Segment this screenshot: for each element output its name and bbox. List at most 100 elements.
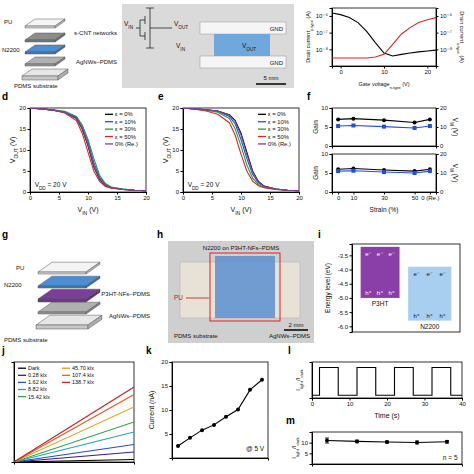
marker <box>351 117 355 121</box>
series-line <box>14 387 134 462</box>
layer-side <box>55 45 65 54</box>
legend-label: 45.70 klx <box>72 365 94 371</box>
plot-area <box>325 438 449 444</box>
tick-label: 10 <box>440 124 447 130</box>
tick-label: 20 <box>143 195 150 201</box>
carrier: e⁻ <box>365 251 372 257</box>
photo-background <box>122 4 294 88</box>
energy-diagram: -3.5-4.0-4.5-5.0-5.5-6.0Energy level (eV… <box>324 244 460 333</box>
carrier: e⁻ <box>377 251 384 257</box>
tick: 0 <box>325 189 332 195</box>
plot-area <box>176 378 264 448</box>
tick: 10 <box>172 147 183 153</box>
tick: 10⁻⁸ <box>436 47 453 53</box>
tick-label: 10⁻⁷ <box>316 30 328 36</box>
tick-label: 0 <box>176 189 180 195</box>
axis-title: Current (nA) <box>148 391 156 430</box>
tick: -3.5 <box>338 253 352 259</box>
tick: 10 <box>161 407 172 413</box>
annotation: @ 5 V <box>246 445 265 452</box>
tick-mark <box>436 127 439 128</box>
label: AgNWs–PDMS <box>76 59 117 65</box>
series-line <box>312 368 462 396</box>
axis-title: Ilight/Idark <box>295 368 304 390</box>
legend: ε = 0%ε = 10%ε = 30%ε = 50%0% (Re.) <box>105 111 138 147</box>
axis-title: VOUT (V) <box>9 137 19 164</box>
legend-swatch <box>258 143 266 144</box>
tick-mark <box>436 33 439 34</box>
axis-line <box>437 109 439 147</box>
legend-label: ε = 0% <box>115 111 133 117</box>
tick-mark <box>170 410 173 411</box>
electrode <box>200 56 286 68</box>
axis-title: VIN (V) <box>231 206 252 216</box>
channel <box>214 34 270 56</box>
label-subscript: OUT <box>178 25 188 30</box>
axis-title: VM (V) <box>450 164 460 183</box>
chart: 0102010⁻⁸10⁻⁷10⁻⁶10⁻⁸10⁻⁷10⁻⁶Gate voltag… <box>305 8 465 90</box>
marker <box>325 439 329 443</box>
panel-label: k <box>146 345 152 356</box>
label: AgNWs–PDMS <box>269 333 310 339</box>
axis-line <box>350 245 353 333</box>
tick-mark <box>117 192 118 195</box>
legend-label: ε = 50% <box>268 134 289 140</box>
tick-label: 10⁻⁸ <box>440 47 453 53</box>
tick-mark <box>28 192 31 193</box>
layer-front <box>38 272 86 274</box>
tick-mark <box>330 16 333 17</box>
legend-label: Dark <box>28 365 40 371</box>
legend-swatch <box>18 382 26 383</box>
axis-title: Gain <box>312 166 319 180</box>
axis: 10⁻⁸10⁻⁷10⁻⁶ <box>436 9 453 67</box>
tick-label: 0 <box>325 189 329 195</box>
tick: 20 <box>19 105 30 111</box>
tick-label: 10 <box>321 105 328 111</box>
tick: -4.0 <box>338 267 352 273</box>
tick-mark <box>28 108 31 109</box>
axis: 01030500 (Re.) <box>333 192 440 201</box>
series-line <box>30 108 146 191</box>
legend-swatch <box>18 389 26 390</box>
panel-label: d <box>2 91 8 102</box>
tick: 20 <box>172 105 183 111</box>
carrier: h⁺ <box>388 290 395 296</box>
tick-label: 10 <box>19 147 26 153</box>
photo: VINVOUTVINVOUTGNDGND5 mm <box>122 4 294 88</box>
panel-label: j <box>1 345 5 356</box>
layer-front <box>36 325 88 329</box>
label: s-CNT networks <box>74 30 117 36</box>
tick-mark <box>425 398 426 401</box>
layer-front <box>22 76 58 80</box>
layer-side <box>88 315 102 329</box>
encapsulation <box>210 253 280 321</box>
tick-label: 10 <box>172 147 179 153</box>
tick: 0 <box>176 189 183 195</box>
tick: 10 <box>351 192 358 201</box>
tick-label: 10⁻⁶ <box>316 13 329 19</box>
axis-title: Energy level (eV) <box>324 263 332 313</box>
carrier: e⁻ <box>439 271 446 277</box>
tick: 10⁻⁷ <box>316 30 332 36</box>
series-line <box>30 108 146 191</box>
axis: -3.5-4.0-4.5-5.0-5.5-6.0 <box>338 245 353 333</box>
tick: 30 <box>422 398 429 407</box>
tick-label: 10 <box>351 195 358 201</box>
axis-title: Drain currentn-type (A) <box>457 11 466 63</box>
chart: 510Ilight/Idarkn = 5 <box>291 432 463 467</box>
axis-line <box>15 463 135 465</box>
legend-swatch <box>105 114 113 115</box>
series-line <box>183 108 299 191</box>
marker <box>200 428 204 432</box>
marker <box>428 117 432 121</box>
axis-line <box>313 399 463 401</box>
tick-mark <box>436 49 439 50</box>
tick: 20 <box>161 359 172 365</box>
tick: 5 <box>165 431 172 437</box>
tick-mark <box>310 443 313 444</box>
tick-mark <box>181 192 184 193</box>
legend-label: 15.42 klx <box>28 394 50 400</box>
tick-mark <box>353 192 354 195</box>
label: N2200 on P3HT-NFs–PDMS <box>203 245 279 251</box>
plot-area <box>30 108 146 191</box>
